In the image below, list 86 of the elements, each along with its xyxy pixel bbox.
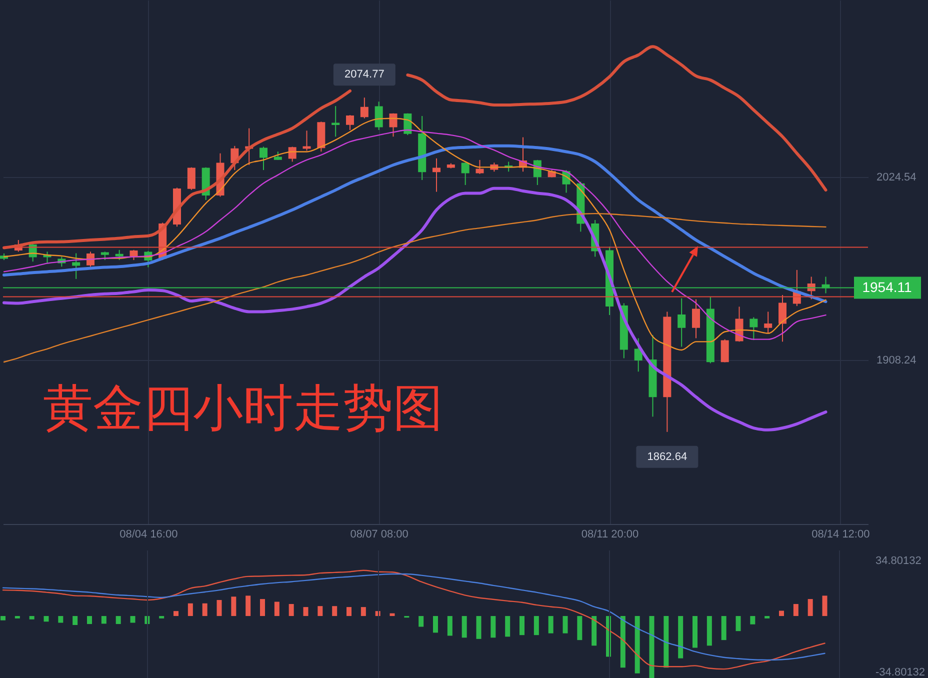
bar <box>447 616 452 636</box>
annotation: 黄金四小时走势图 <box>43 380 443 436</box>
bar <box>750 616 756 624</box>
bar <box>0 616 6 620</box>
bar <box>101 616 106 624</box>
bar <box>188 603 193 616</box>
x-tick-label: 08/07 08:00 <box>350 528 408 540</box>
bar <box>678 616 684 658</box>
bar <box>346 607 352 616</box>
candlestick <box>692 298 700 339</box>
bar <box>116 616 121 624</box>
bar <box>303 607 308 616</box>
candlestick <box>332 106 340 138</box>
y-tick-label: -34.80132 <box>876 666 926 678</box>
bar <box>736 616 741 632</box>
y-tick-label: 1908.24 <box>876 354 916 367</box>
bar <box>29 616 34 620</box>
bar <box>476 616 482 639</box>
bar <box>692 616 698 648</box>
bar <box>44 616 49 622</box>
bar <box>592 616 597 646</box>
bar <box>808 599 813 616</box>
bar <box>216 600 222 616</box>
bar <box>418 616 424 627</box>
bar <box>490 616 496 638</box>
line-series <box>3 212 826 363</box>
x-tick-label: 08/04 16:00 <box>120 528 178 540</box>
x-tick-label: 08/11 20:00 <box>581 528 639 540</box>
line-series <box>2 186 828 432</box>
y-tick-label: 34.80132 <box>876 554 922 567</box>
line-series <box>2 144 828 304</box>
bar <box>288 604 294 616</box>
candlestick <box>130 249 138 261</box>
candlestick <box>720 338 729 363</box>
bar <box>793 604 798 616</box>
candlestick <box>778 294 787 342</box>
bar <box>360 607 366 616</box>
candlestick <box>678 298 686 348</box>
candlestick <box>302 130 311 152</box>
bar <box>231 596 236 616</box>
candlestick <box>389 112 398 138</box>
bar <box>822 596 828 616</box>
bar <box>634 616 640 674</box>
candlestick <box>764 311 772 334</box>
bar <box>620 616 626 668</box>
candlestick <box>750 316 758 341</box>
candlestick <box>432 158 441 192</box>
bar <box>87 616 92 624</box>
x-tick-label: 08/14 12:00 <box>812 528 870 540</box>
ref-line-label: 1954.11 <box>862 278 912 295</box>
bar <box>130 616 136 623</box>
annotation: 2074.77 <box>344 68 384 81</box>
bar <box>520 616 525 636</box>
candlestick <box>461 162 470 186</box>
bar <box>548 616 554 634</box>
candlestick <box>346 114 354 131</box>
bar <box>72 616 78 625</box>
bar <box>58 616 64 623</box>
bar <box>174 611 179 616</box>
annotation: 1862.64 <box>647 450 688 463</box>
bar <box>202 603 208 616</box>
candlestick <box>187 166 196 190</box>
bar <box>706 616 712 646</box>
candlestick <box>374 101 383 131</box>
bar <box>274 602 280 616</box>
candlestick <box>476 159 484 174</box>
candlestick <box>260 146 268 171</box>
bar <box>721 616 726 640</box>
bar <box>318 606 323 616</box>
bar <box>462 616 467 638</box>
candlestick <box>360 97 368 119</box>
bar <box>664 616 669 668</box>
y-tick-label: 2024.54 <box>876 171 916 184</box>
candlestick <box>72 252 80 280</box>
bar <box>779 610 784 616</box>
candlestick <box>634 338 642 372</box>
bar <box>246 596 251 616</box>
bar <box>433 616 438 633</box>
bar <box>505 616 510 637</box>
bar <box>562 616 568 634</box>
bar <box>260 599 266 616</box>
candlestick <box>115 249 124 261</box>
bar <box>577 616 582 640</box>
bar <box>332 606 338 616</box>
bar <box>534 616 539 636</box>
bar <box>390 613 395 616</box>
